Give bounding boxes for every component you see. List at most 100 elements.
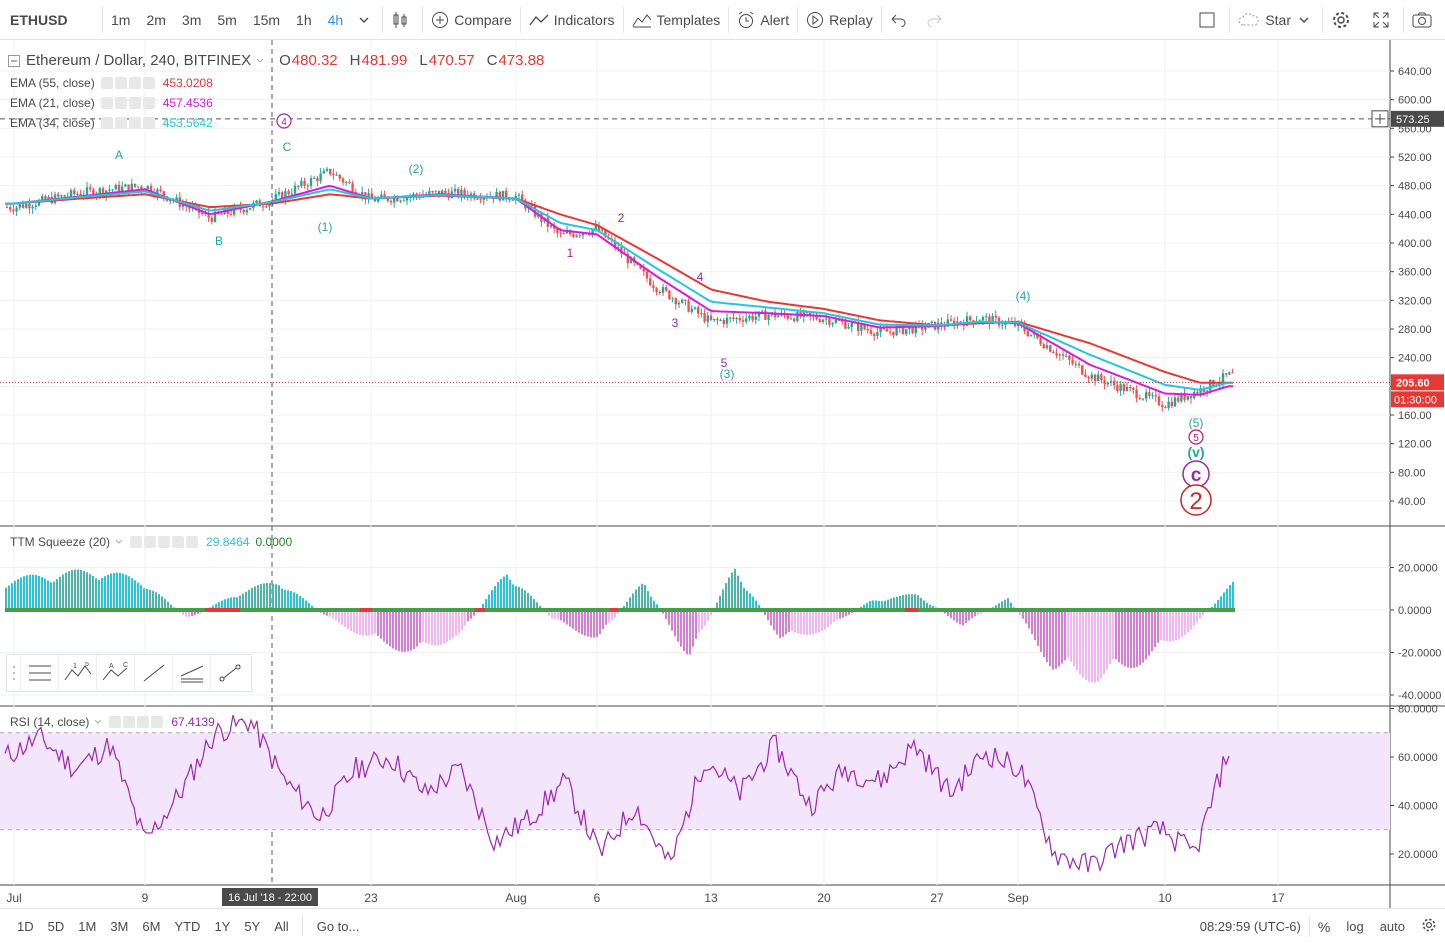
ttm-bar [1217, 600, 1219, 610]
ema34-controls[interactable] [100, 117, 157, 129]
interval-5m[interactable]: 5m [217, 11, 237, 28]
redo-button[interactable] [919, 0, 956, 40]
channel-tool[interactable] [173, 655, 211, 691]
replay-button[interactable]: Replay [798, 0, 881, 40]
star-button[interactable]: Star [1230, 0, 1322, 40]
ttm-bar [335, 610, 337, 621]
ttm-bar [491, 590, 493, 610]
ema55-controls[interactable] [100, 77, 157, 89]
candle-body [521, 194, 524, 201]
ttm-bar [14, 581, 16, 610]
symbol-search[interactable]: ETHUSD [10, 11, 68, 28]
auto-toggle[interactable]: auto [1379, 919, 1405, 934]
range-3m[interactable]: 3M [110, 918, 129, 934]
candle-body [1084, 374, 1087, 377]
ttm-bar [728, 577, 730, 610]
interval-3m[interactable]: 3m [181, 11, 202, 28]
chart-settings-button[interactable] [1413, 917, 1445, 936]
candle-body [146, 185, 149, 190]
interval-2m[interactable]: 2m [146, 11, 166, 28]
time-label: 13 [704, 891, 718, 905]
top-toolbar: ETHUSD 1m 2m 3m 5m 15m 1h 4h Compare Indicator… [0, 0, 1445, 40]
ttm-bar [956, 610, 958, 623]
candle-body [332, 174, 335, 176]
ttm-bar [1001, 601, 1003, 610]
range-6m[interactable]: 6M [142, 918, 161, 934]
ttm-bar [875, 600, 877, 610]
ttm-bar [1064, 610, 1066, 661]
ttm-bar [1175, 610, 1177, 641]
percent-toggle[interactable]: % [1317, 918, 1331, 935]
fullscreen-toggle[interactable] [1190, 0, 1229, 40]
ttm-bar [557, 610, 559, 620]
range-5y[interactable]: 5Y [244, 918, 261, 934]
ema55-line [5, 193, 1233, 384]
candle-body [716, 318, 719, 321]
range-5d[interactable]: 5D [47, 918, 65, 934]
log-toggle[interactable]: log [1346, 919, 1364, 934]
range-1m[interactable]: 1M [78, 918, 97, 934]
candle-body [681, 299, 684, 303]
range-1y[interactable]: 1Y [214, 918, 231, 934]
range-ytd[interactable]: YTD [174, 918, 201, 934]
undo-button[interactable] [882, 0, 919, 40]
alert-button[interactable]: Alert [729, 0, 797, 40]
range-all[interactable]: All [274, 918, 289, 934]
collapse-icon[interactable] [8, 54, 20, 67]
ttm-controls[interactable] [130, 536, 200, 548]
divider [1322, 6, 1323, 33]
chevron-down-icon[interactable] [93, 717, 103, 727]
interval-group: 1m 2m 3m 5m 15m 1h 4h [103, 0, 351, 40]
interval-4h[interactable]: 4h [327, 11, 344, 28]
ttm-bar [980, 610, 982, 615]
candle-body [645, 271, 649, 279]
time-label: Jul [6, 891, 21, 905]
snapshot-button[interactable] [1404, 0, 1445, 40]
candle-body [713, 318, 716, 321]
interval-dropdown-icon[interactable] [351, 0, 382, 40]
candle-body [1045, 345, 1049, 349]
candle-body [348, 181, 351, 184]
divider [797, 6, 799, 33]
rsi-controls[interactable] [109, 716, 165, 728]
interval-1m[interactable]: 1m [111, 11, 131, 28]
ttm-bar [902, 595, 904, 610]
templates-icon [632, 13, 651, 27]
measure-tool[interactable] [211, 655, 249, 691]
ttm-bar [59, 576, 61, 610]
chevron-down-icon[interactable] [114, 537, 124, 547]
expand-button[interactable] [1364, 0, 1403, 40]
candle-body [431, 191, 434, 193]
ttm-bar [167, 601, 169, 610]
ttm-bar [1091, 610, 1093, 683]
candle-body [338, 174, 341, 179]
line-style-tool[interactable] [21, 655, 59, 691]
ttm-bar [485, 599, 487, 610]
wave-label-circle-5: 5 [1193, 433, 1199, 444]
chevron-down-icon[interactable] [255, 56, 265, 66]
low-key: L [419, 52, 428, 69]
candle-body [92, 189, 95, 197]
goto-button[interactable]: Go to... [316, 918, 360, 934]
compare-label: Compare [454, 11, 512, 28]
interval-1h[interactable]: 1h [296, 11, 312, 28]
range-1d[interactable]: 1D [17, 918, 34, 934]
chart-canvas[interactable]: 640.00600.00560.00520.00480.00440.00400.… [0, 40, 1445, 908]
drag-handle[interactable] [7, 655, 21, 691]
ema21-controls[interactable] [100, 97, 157, 109]
interval-15m[interactable]: 15m [252, 11, 281, 28]
ttm-bar [677, 610, 679, 642]
trend-line-tool[interactable] [135, 655, 173, 691]
ttm-bar [1076, 610, 1078, 671]
indicators-button[interactable]: Indicators [521, 0, 623, 40]
ttm-bar [968, 610, 970, 621]
ttm-bar [923, 600, 925, 610]
settings-button[interactable] [1323, 0, 1364, 40]
templates-button[interactable]: Templates [624, 0, 729, 40]
ttm-bar [350, 610, 352, 631]
compare-button[interactable]: Compare [423, 0, 520, 40]
ttm-bar [404, 610, 406, 652]
chart-style-button[interactable] [383, 0, 422, 40]
